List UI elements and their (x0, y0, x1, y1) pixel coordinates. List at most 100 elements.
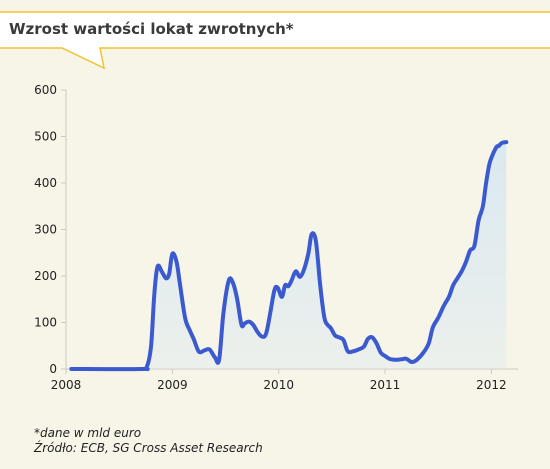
data-point (405, 357, 408, 360)
data-point (400, 358, 404, 361)
data-point (396, 358, 399, 361)
data-point (243, 322, 246, 325)
data-point (164, 277, 168, 280)
data-point (260, 335, 263, 338)
data-point (481, 205, 485, 208)
data-point (70, 367, 73, 371)
data-point (175, 260, 178, 264)
data-point (499, 142, 503, 145)
data-point (171, 252, 174, 255)
data-point (236, 298, 239, 301)
data-point (437, 316, 440, 319)
data-point (213, 356, 217, 359)
data-point (145, 365, 148, 368)
x-tick-label: 2009 (157, 378, 188, 392)
data-point (493, 149, 496, 152)
y-tick-label: 200 (34, 269, 57, 283)
x-tick-label: 2008 (51, 378, 82, 392)
title-banner: Wzrost wartości lokat zwrotnych* (0, 0, 550, 70)
data-point (501, 141, 505, 144)
data-point (222, 312, 225, 315)
data-point (149, 344, 153, 347)
series-area-fill (71, 142, 507, 370)
data-point (168, 272, 171, 275)
data-point (264, 332, 268, 336)
data-point (273, 288, 276, 292)
data-point (431, 326, 435, 329)
data-point (427, 342, 430, 345)
data-point (197, 350, 201, 353)
data-point (473, 244, 476, 247)
data-point (505, 140, 508, 144)
data-point (333, 334, 337, 337)
data-point (477, 219, 480, 222)
footnote-source: Źródło: ECB, SG Cross Asset Research (34, 441, 263, 455)
data-point (156, 265, 159, 268)
data-point (287, 285, 290, 288)
data-point (283, 284, 287, 287)
data-point (269, 312, 272, 315)
y-tick-label: 100 (34, 316, 57, 330)
data-point (247, 320, 251, 323)
data-point (410, 360, 413, 364)
data-point (160, 270, 163, 273)
data-point (240, 323, 243, 326)
data-point (303, 267, 306, 271)
y-tick-label: 500 (34, 130, 57, 144)
data-point (379, 351, 382, 354)
data-point (323, 316, 326, 319)
data-point (456, 277, 459, 280)
chart-area: 0 100 200 300 400 500 600 2008 2009 2010 2011 2012 (34, 83, 518, 392)
x-tick-label: 2010 (263, 378, 294, 392)
data-point (290, 279, 293, 282)
data-point (231, 281, 235, 285)
data-point (178, 281, 181, 285)
data-point (280, 295, 284, 299)
data-point (460, 270, 463, 273)
data-point (491, 153, 494, 157)
data-point (442, 305, 445, 308)
data-point (203, 349, 206, 352)
data-point (276, 286, 279, 289)
data-point (227, 279, 230, 282)
data-point (326, 323, 329, 326)
data-point (338, 336, 341, 339)
data-point (217, 358, 221, 361)
data-point (307, 251, 310, 254)
x-tick-label: 2012 (476, 378, 507, 392)
data-point (342, 339, 345, 342)
chart-title: Wzrost wartości lokat zwrotnych* (9, 20, 294, 38)
data-point (153, 293, 156, 296)
data-point (346, 350, 349, 353)
data-point (366, 337, 370, 340)
data-point (371, 336, 374, 339)
data-point (415, 358, 419, 361)
data-point (208, 348, 211, 351)
data-point (357, 348, 360, 351)
data-point (256, 330, 259, 333)
data-point (451, 284, 455, 287)
data-point (422, 351, 425, 354)
data-point (375, 342, 378, 345)
data-point (183, 316, 187, 319)
data-point (388, 357, 391, 360)
data-point (468, 249, 472, 252)
y-tick-label: 400 (34, 176, 57, 190)
data-point (464, 260, 468, 264)
y-tick-label: 0 (49, 362, 57, 376)
data-point (319, 284, 322, 287)
data-point (139, 367, 142, 371)
data-point (447, 295, 451, 299)
y-tick-label: 300 (34, 223, 57, 237)
title-callout-shape (0, 11, 550, 70)
data-point (362, 345, 365, 348)
data-point (497, 144, 501, 147)
data-point (329, 326, 332, 330)
data-point (488, 163, 491, 166)
data-point (294, 270, 297, 273)
y-tick-label: 600 (34, 83, 57, 97)
data-point (314, 239, 318, 243)
x-tick-label: 2011 (370, 378, 401, 392)
data-point (383, 354, 387, 358)
data-point (298, 275, 302, 279)
